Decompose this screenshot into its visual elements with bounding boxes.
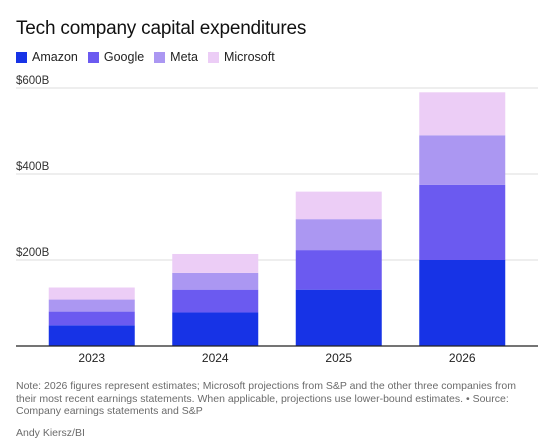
source-note: Note: 2026 figures represent estimates; … [16, 380, 516, 417]
y-tick-label: $200B [16, 247, 50, 259]
x-tick-label-2025: 2025 [325, 351, 352, 365]
author-credit: Andy Kiersz/BI [16, 427, 85, 439]
x-tick-label-2023: 2023 [78, 351, 105, 365]
legend-item-microsoft: Microsoft [207, 50, 275, 64]
legend-label-amazon: Amazon [32, 50, 78, 64]
bar-meta-2025 [295, 219, 382, 251]
y-tick-label: $600B [16, 75, 50, 87]
bar-amazon-2025 [295, 289, 382, 346]
chart-title: Tech company capital expenditures [16, 18, 307, 39]
bar-google-2026 [419, 184, 506, 260]
bar-amazon-2023 [48, 325, 135, 346]
bar-microsoft-2024 [172, 253, 259, 273]
legend-item-amazon: Amazon [16, 50, 78, 64]
bar-google-2024 [172, 289, 259, 313]
bar-google-2025 [295, 250, 382, 290]
bar-microsoft-2025 [295, 191, 382, 220]
legend-item-meta: Meta [154, 50, 198, 64]
stacked-bar-chart: $200B $400B $600B 2023 2024 2025 2026 [16, 75, 538, 365]
legend-swatch-google [87, 51, 99, 63]
legend-item-google: Google [87, 50, 145, 64]
bar-meta-2024 [172, 272, 259, 290]
bar-meta-2023 [48, 299, 135, 312]
legend-label-google: Google [103, 50, 145, 64]
x-tick-label-2026: 2026 [449, 351, 476, 365]
bar-microsoft-2026 [419, 92, 506, 136]
legend-label-meta: Meta [170, 50, 198, 64]
bar-microsoft-2023 [48, 287, 135, 300]
y-tick-label: $400B [16, 161, 50, 173]
legend-swatch-meta [154, 51, 166, 63]
bar-amazon-2026 [419, 260, 506, 346]
legend: Amazon Google Meta Microsoft [16, 50, 285, 64]
x-tick-label-2024: 2024 [202, 351, 229, 365]
legend-swatch-amazon [16, 51, 27, 63]
legend-label-microsoft: Microsoft [223, 50, 275, 64]
bar-google-2023 [48, 311, 135, 326]
bar-meta-2026 [419, 135, 506, 185]
legend-swatch-microsoft [207, 51, 219, 63]
bar-amazon-2024 [172, 312, 259, 346]
